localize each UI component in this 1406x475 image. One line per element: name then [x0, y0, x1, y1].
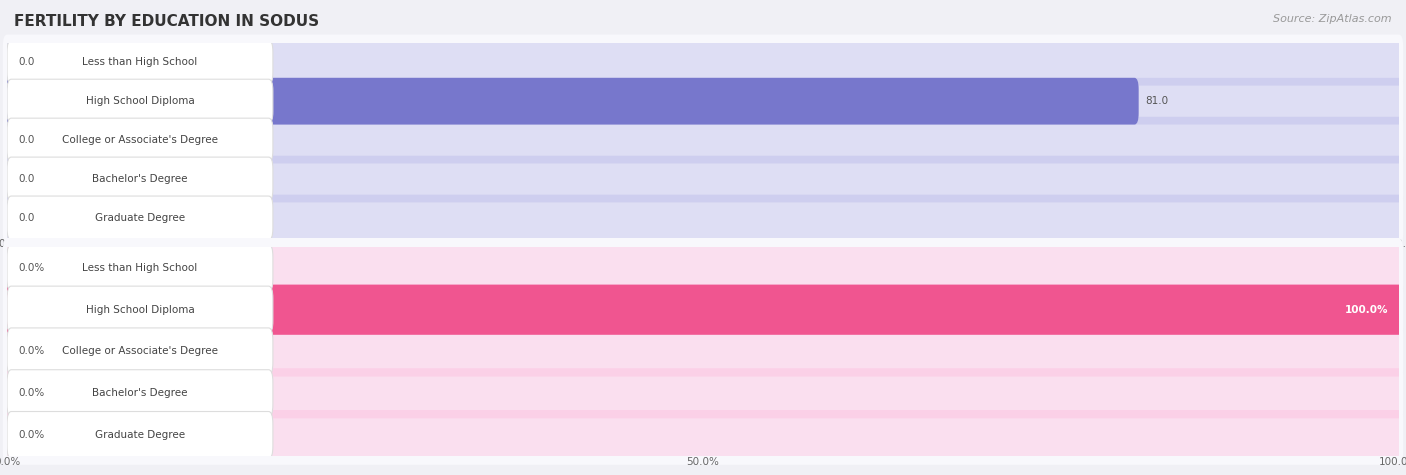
- Text: Less than High School: Less than High School: [83, 57, 198, 67]
- FancyBboxPatch shape: [3, 280, 1403, 339]
- FancyBboxPatch shape: [3, 78, 1403, 124]
- Text: 81.0: 81.0: [1146, 96, 1168, 106]
- Text: High School Diploma: High School Diploma: [86, 304, 194, 315]
- Text: 0.0: 0.0: [18, 174, 35, 184]
- FancyBboxPatch shape: [7, 196, 273, 240]
- FancyBboxPatch shape: [3, 285, 1403, 335]
- FancyBboxPatch shape: [3, 39, 1403, 86]
- Text: College or Associate's Degree: College or Associate's Degree: [62, 135, 218, 145]
- FancyBboxPatch shape: [3, 322, 1403, 381]
- FancyBboxPatch shape: [7, 244, 273, 292]
- Text: 50.0: 50.0: [692, 238, 714, 249]
- FancyBboxPatch shape: [3, 35, 1403, 90]
- Text: 0.0%: 0.0%: [18, 346, 45, 357]
- Text: High School Diploma: High School Diploma: [86, 96, 194, 106]
- Text: 0.0: 0.0: [18, 57, 35, 67]
- FancyBboxPatch shape: [3, 74, 1403, 129]
- FancyBboxPatch shape: [3, 152, 1403, 207]
- Text: Graduate Degree: Graduate Degree: [94, 430, 186, 440]
- Text: 0.0%: 0.0%: [18, 430, 45, 440]
- FancyBboxPatch shape: [3, 78, 1139, 124]
- FancyBboxPatch shape: [3, 410, 1403, 460]
- FancyBboxPatch shape: [3, 117, 1403, 163]
- FancyBboxPatch shape: [3, 243, 1403, 293]
- Text: Less than High School: Less than High School: [83, 263, 198, 273]
- FancyBboxPatch shape: [3, 368, 1403, 418]
- Text: Bachelor's Degree: Bachelor's Degree: [93, 174, 188, 184]
- Text: FERTILITY BY EDUCATION IN SODUS: FERTILITY BY EDUCATION IN SODUS: [14, 14, 319, 29]
- Text: 0.0: 0.0: [0, 238, 15, 249]
- FancyBboxPatch shape: [3, 113, 1403, 168]
- Text: Graduate Degree: Graduate Degree: [94, 213, 186, 223]
- Text: Source: ZipAtlas.com: Source: ZipAtlas.com: [1274, 14, 1392, 24]
- FancyBboxPatch shape: [7, 286, 273, 333]
- FancyBboxPatch shape: [7, 370, 273, 417]
- Text: 0.0%: 0.0%: [18, 388, 45, 399]
- Text: 100.0%: 100.0%: [1344, 304, 1388, 315]
- FancyBboxPatch shape: [3, 406, 1403, 465]
- FancyBboxPatch shape: [7, 118, 273, 162]
- Text: 100.0%: 100.0%: [1379, 457, 1406, 467]
- FancyBboxPatch shape: [3, 364, 1403, 423]
- FancyBboxPatch shape: [3, 285, 1403, 335]
- FancyBboxPatch shape: [7, 411, 273, 459]
- Text: 0.0%: 0.0%: [0, 457, 20, 467]
- FancyBboxPatch shape: [7, 40, 273, 84]
- Text: 0.0: 0.0: [18, 213, 35, 223]
- FancyBboxPatch shape: [7, 157, 273, 201]
- FancyBboxPatch shape: [7, 328, 273, 375]
- Text: 50.0%: 50.0%: [686, 457, 720, 467]
- Text: 0.0%: 0.0%: [18, 263, 45, 273]
- Text: Bachelor's Degree: Bachelor's Degree: [93, 388, 188, 399]
- FancyBboxPatch shape: [3, 238, 1403, 297]
- FancyBboxPatch shape: [7, 79, 273, 123]
- FancyBboxPatch shape: [3, 156, 1403, 202]
- FancyBboxPatch shape: [3, 190, 1403, 246]
- FancyBboxPatch shape: [3, 195, 1403, 241]
- Text: 0.0: 0.0: [18, 135, 35, 145]
- Text: College or Associate's Degree: College or Associate's Degree: [62, 346, 218, 357]
- FancyBboxPatch shape: [3, 326, 1403, 377]
- Text: 100.0: 100.0: [1385, 238, 1406, 249]
